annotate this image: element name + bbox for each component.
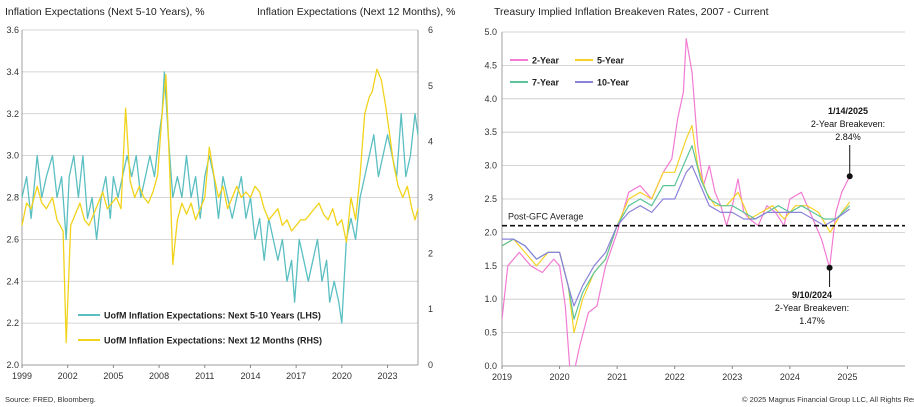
y-tick-label: 2.5: [484, 194, 497, 204]
x-tick-label: 2008: [149, 371, 169, 381]
y-tick-label-right: 4: [428, 137, 433, 147]
y-tick-label-left: 3.2: [6, 109, 19, 119]
x-tick-label: 2011: [195, 371, 214, 381]
y-tick-label: 0.0: [484, 361, 497, 371]
y-tick-label: 3.5: [484, 127, 497, 137]
y-tick-label: 4.5: [484, 60, 497, 70]
x-tick-label: 2023: [378, 371, 398, 381]
legend-label: UofM Inflation Expectations: Next 5-10 Y…: [104, 311, 321, 321]
y-tick-label-right: 2: [428, 248, 433, 258]
annotation-date: 1/14/2025: [828, 106, 868, 116]
source-note: Source: FRED, Bloomberg.: [5, 395, 96, 404]
legend-label: UofM Inflation Expectations: Next 12 Mon…: [104, 336, 322, 346]
y-tick-label-left: 2.0: [6, 360, 19, 370]
series-line-2-year: [502, 38, 851, 366]
y-tick-label-right: 6: [428, 25, 433, 35]
y-tick-label: 5.0: [484, 27, 497, 37]
y-tick-label-right: 5: [428, 81, 433, 91]
copyright-note: © 2025 Magnus Financial Group LLC, All R…: [742, 395, 914, 404]
post-gfc-average-label: Post-GFC Average: [508, 212, 583, 222]
y-tick-label: 1.0: [484, 294, 497, 304]
legend-label: 7-Year: [532, 78, 560, 88]
legend: UofM Inflation Expectations: Next 5-10 Y…: [78, 311, 322, 346]
y-tick-label-right: 3: [428, 193, 433, 203]
y-tick-label: 0.5: [484, 328, 497, 338]
legend-label: 10-Year: [597, 78, 630, 88]
y-tick-label-left: 3.4: [6, 67, 19, 77]
annotation-value: 2.84%: [835, 132, 861, 142]
x-tick-label: 2019: [492, 372, 512, 382]
x-tick-label: 2021: [607, 372, 627, 382]
y-tick-label: 3.0: [484, 161, 497, 171]
series-line-long-term: [21, 71, 419, 324]
x-tick-label: 2020: [332, 371, 352, 381]
y-tick-label: 4.0: [484, 94, 497, 104]
y-tick-label-left: 3.0: [6, 151, 19, 161]
y-tick-label-right: 1: [428, 304, 433, 314]
series-line-5-year: [502, 124, 851, 334]
legend-label: 5-Year: [597, 56, 625, 66]
series-line-next-12-months: [21, 68, 419, 344]
series-line-10-year: [502, 165, 851, 307]
legend-label: 2-Year: [532, 56, 560, 66]
y-tick-label-left: 3.6: [6, 25, 19, 35]
inflation-expectations-chart: 2.0 2.2 2.4 2.6 2.8 3.0 3.2 3.4 3.6 0 1 2 3 4 5 6 1999 20…: [6, 25, 433, 381]
x-tick-label: 2005: [103, 371, 123, 381]
x-tick-label: 2023: [722, 372, 742, 382]
x-tick-label: 2014: [240, 371, 260, 381]
y-tick-label-left: 2.4: [6, 276, 19, 286]
x-tick-label: 2020: [550, 372, 570, 382]
annotation-value: 1.47%: [799, 316, 825, 326]
annotation-label: 2-Year Breakeven:: [811, 119, 885, 129]
x-tick-label: 2025: [837, 372, 857, 382]
x-tick-label: 2017: [286, 371, 306, 381]
left-chart-title-lhs: Inflation Expectations (Next 5-10 Years)…: [5, 6, 205, 18]
x-tick-label: 2002: [58, 371, 78, 381]
y-tick-label-left: 2.2: [6, 318, 19, 328]
x-tick-label: 2024: [780, 372, 800, 382]
annotation-label: 2-Year Breakeven:: [775, 303, 849, 313]
y-tick-label-left: 2.6: [6, 234, 19, 244]
annotation-marker: [846, 173, 853, 180]
annotation-date: 9/10/2024: [792, 290, 832, 300]
breakeven-rates-chart: 0.0 0.5 1.0 1.5 2.0 2.5 3.0 3.5 4.0 4.5 5.0 2019 202…: [484, 27, 905, 382]
y-tick-label-left: 2.8: [6, 193, 19, 203]
left-chart-title-rhs: Inflation Expectations (Next 12 Months),…: [257, 6, 456, 18]
legend: 2-Year 5-Year 7-Year 10-Year: [510, 56, 630, 88]
y-tick-label: 2.0: [484, 227, 497, 237]
y-tick-label-right: 0: [428, 360, 433, 370]
right-chart-title: Treasury Implied Inflation Breakeven Rat…: [494, 6, 769, 18]
y-tick-label: 1.5: [484, 261, 497, 271]
x-tick-label: 1999: [12, 371, 32, 381]
x-tick-label: 2022: [665, 372, 685, 382]
annotation-marker: [826, 264, 833, 271]
series-group: [502, 38, 851, 366]
